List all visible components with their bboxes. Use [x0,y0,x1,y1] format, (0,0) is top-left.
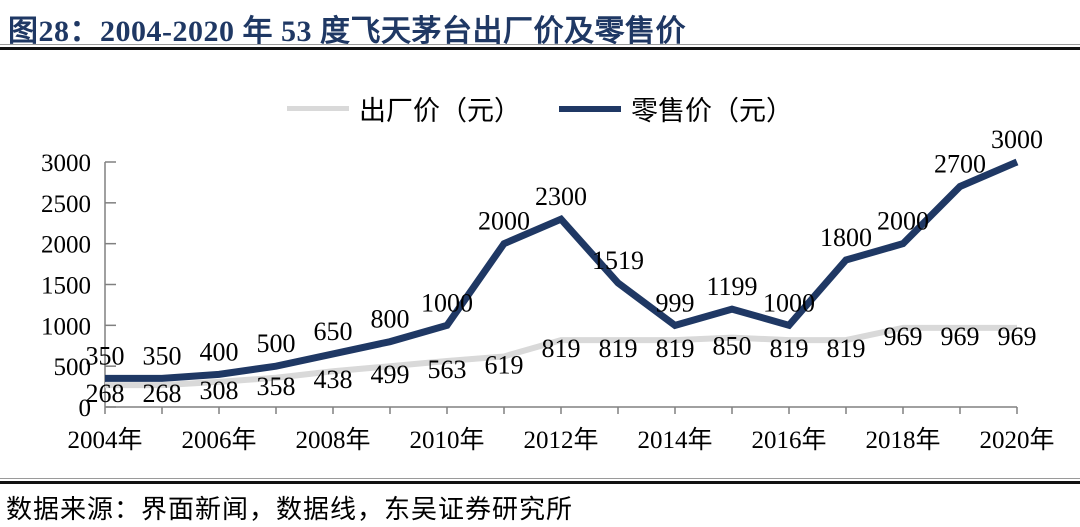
y-tick-label: 1500 [41,273,91,300]
x-tick-label: 2010年 [409,426,484,454]
data-label: 2300 [535,182,587,211]
legend-item-retail-price: 零售价（元） [559,89,793,128]
data-label: 563 [428,355,467,384]
x-tick-label: 2016年 [751,426,826,454]
factory-price-line-labels: 268 268 308 358 438 499 563 619 819 819 819 850 819 8… [86,322,1037,408]
data-label: 350 [86,341,125,370]
data-label: 2000 [877,207,929,236]
data-label: 969 [998,322,1037,351]
data-label: 268 [86,379,125,408]
retail-price-line [105,158,1019,382]
data-label: 800 [371,305,410,334]
y-tick-label: 2500 [41,191,91,218]
data-label: 400 [200,337,239,366]
data-label: 819 [599,334,638,363]
data-label: 3000 [991,125,1043,154]
separator-thin-line [0,44,1080,45]
data-label: 969 [884,322,923,351]
x-tick-label: 2004年 [67,426,142,454]
legend-label-factory-price: 出厂价（元） [359,96,521,126]
data-label: 650 [314,317,353,346]
separator-thick-line [0,481,1080,484]
retail-price-line-swatch [559,105,621,112]
legend-label-retail-price: 零售价（元） [631,96,793,126]
data-label: 2700 [934,150,986,179]
data-label: 308 [200,376,239,405]
separator-thin-line [0,478,1080,479]
data-label: 358 [257,372,296,401]
x-tick-label: 2008年 [295,426,370,454]
data-label: 1800 [820,223,872,252]
data-label: 819 [656,334,695,363]
data-label: 969 [941,322,980,351]
y-tick-label: 0 [79,395,92,422]
factory-price-line-swatch [287,106,349,111]
data-label: 1000 [421,288,473,317]
data-label: 819 [542,334,581,363]
x-tick-label: 2012年 [523,426,598,454]
data-label: 499 [371,360,410,389]
y-tick-label: 1000 [41,313,91,340]
data-label: 619 [485,350,524,379]
figure-title: 图28：2004-2020 年 53 度飞天茅台出厂价及零售价 [8,15,686,48]
data-label: 1199 [706,272,757,301]
x-tick-label: 2006年 [181,426,256,454]
separator-gap [0,479,1080,481]
data-label: 350 [143,341,182,370]
data-label: 1519 [592,246,644,275]
data-label: 819 [770,334,809,363]
x-tick-label: 2014年 [637,426,712,454]
data-source: 数据来源：界面新闻，数据线，东吴证券研究所 [6,495,574,524]
data-label: 500 [257,329,296,358]
chart-legend: 出厂价（元） 零售价（元） [0,89,1080,128]
data-label: 999 [656,288,695,317]
data-label: 1000 [763,288,815,317]
factory-price-line [105,324,1017,389]
y-tick-label: 2000 [41,232,91,259]
title-separator [0,44,1080,50]
separator-gap [0,45,1080,47]
footer-separator [0,478,1080,484]
x-tick-label: 2020年 [979,426,1054,454]
x-axis-ticks: 2004年 2006年 2008年 2010年 2012年 2014年 2016年 2018年… [67,407,1055,454]
separator-thick-line [0,47,1080,50]
y-tick-label: 500 [54,354,92,381]
retail-price-line-labels: 350 350 400 500 650 8001000200023001519999119… [86,125,1044,370]
y-tick-label: 3000 [41,150,91,177]
x-tick-label: 2018年 [865,426,940,454]
data-label: 2000 [478,207,530,236]
legend-item-factory-price: 出厂价（元） [287,89,521,128]
data-label: 438 [314,365,353,394]
data-label: 819 [827,334,866,363]
data-label: 268 [143,379,182,408]
data-label: 850 [713,332,752,361]
y-axis-ticks: 0 500 1000 1500 2000 2500 3000 [41,150,116,422]
